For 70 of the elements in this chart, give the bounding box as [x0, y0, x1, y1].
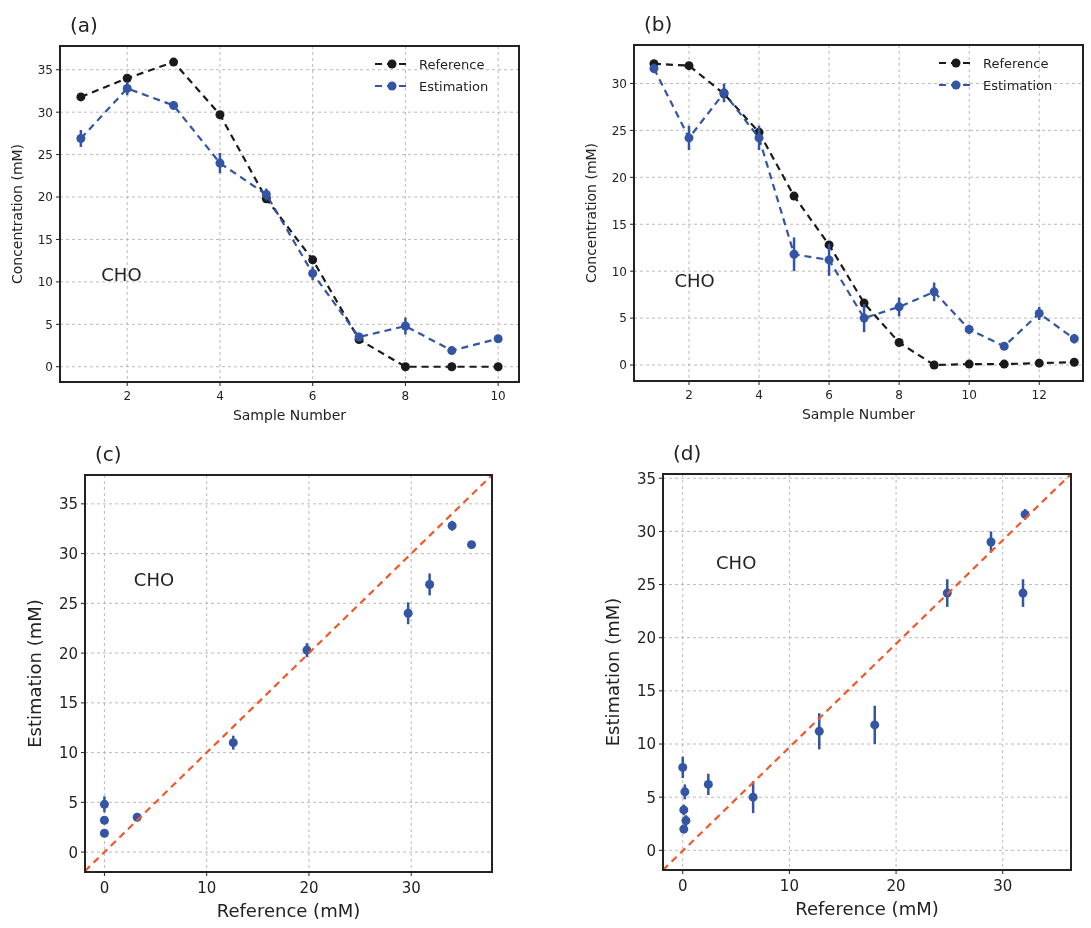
y-tick-label: 25: [611, 123, 627, 138]
y-tick-label: 30: [611, 76, 627, 91]
x-axis-title: Sample Number: [232, 407, 347, 423]
y-tick-label: 5: [646, 788, 656, 807]
legend-label: Estimation: [983, 77, 1053, 93]
chart-title: (d): [673, 441, 702, 465]
y-tick-label: 0: [45, 360, 53, 375]
x-tick-label: 8: [895, 388, 903, 402]
x-tick-label: 10: [197, 879, 217, 897]
y-axis-title: Concentration (mM): [583, 142, 600, 284]
x-tick-label: 6: [308, 389, 317, 403]
x-tick-label: 8: [401, 389, 410, 403]
x-tick-label: 30: [401, 879, 421, 897]
y-tick-label: 30: [37, 105, 53, 120]
x-axis-title: Sample Number: [801, 406, 916, 422]
y-tick-label: 15: [58, 694, 78, 713]
y-tick-label: 5: [619, 311, 627, 326]
y-tick-label: 35: [58, 495, 78, 514]
chart-title: (a): [70, 13, 98, 37]
y-tick-label: 10: [37, 275, 53, 290]
y-tick-label: 0: [646, 841, 656, 860]
x-tick-label: 20: [299, 879, 319, 897]
x-tick-label: 4: [216, 389, 224, 403]
x-tick-label: 6: [825, 388, 833, 402]
y-tick-label: 15: [636, 682, 656, 701]
y-axis-title: Estimation (mM): [23, 599, 45, 748]
x-tick-label: 10: [779, 877, 799, 895]
x-tick-label: 4: [755, 388, 763, 402]
annotation: CHO: [133, 569, 175, 591]
annotation: CHO: [674, 269, 715, 291]
y-tick-label: 20: [636, 629, 656, 648]
y-tick-label: 30: [636, 522, 656, 541]
y-tick-label: 10: [636, 735, 656, 754]
y-tick-label: 15: [611, 217, 627, 232]
legend-label: Reference: [419, 56, 485, 72]
chart-title: (b): [644, 12, 673, 36]
x-tick-label: 30: [993, 877, 1013, 895]
x-tick-label: 2: [123, 389, 132, 403]
legend-label: Estimation: [419, 78, 489, 94]
y-tick-label: 30: [58, 545, 78, 563]
x-axis-title: Reference (mM): [795, 898, 939, 919]
y-axis-title: Concentration (mM): [9, 143, 26, 285]
x-tick-label: 10: [961, 388, 977, 402]
y-tick-label: 25: [37, 147, 53, 162]
x-tick-label: 0: [99, 879, 110, 897]
y-tick-label: 5: [45, 317, 53, 332]
y-tick-label: 15: [37, 232, 53, 247]
legend-label: Reference: [983, 55, 1049, 71]
y-tick-label: 25: [58, 594, 78, 613]
x-tick-label: 10: [490, 389, 506, 403]
y-tick-label: 0: [68, 843, 78, 862]
x-tick-label: 12: [1031, 388, 1047, 402]
y-tick-label: 20: [611, 170, 627, 185]
chart-title: (c): [95, 442, 122, 466]
y-tick-label: 35: [37, 63, 53, 78]
x-tick-label: 2: [685, 388, 693, 402]
y-tick-label: 25: [636, 575, 656, 594]
annotation: CHO: [716, 552, 757, 574]
y-tick-label: 10: [611, 264, 627, 279]
y-tick-label: 20: [58, 644, 78, 663]
y-tick-label: 10: [58, 744, 78, 762]
y-tick-label: 5: [68, 793, 78, 812]
annotation: CHO: [101, 264, 142, 286]
y-tick-label: 35: [636, 469, 656, 488]
y-tick-label: 20: [37, 190, 53, 205]
x-tick-label: 0: [677, 877, 688, 895]
y-tick-label: 0: [619, 358, 627, 373]
y-axis-title: Estimation (mM): [601, 597, 623, 747]
x-tick-label: 20: [886, 877, 906, 895]
x-axis-title: Reference (mM): [216, 900, 361, 921]
